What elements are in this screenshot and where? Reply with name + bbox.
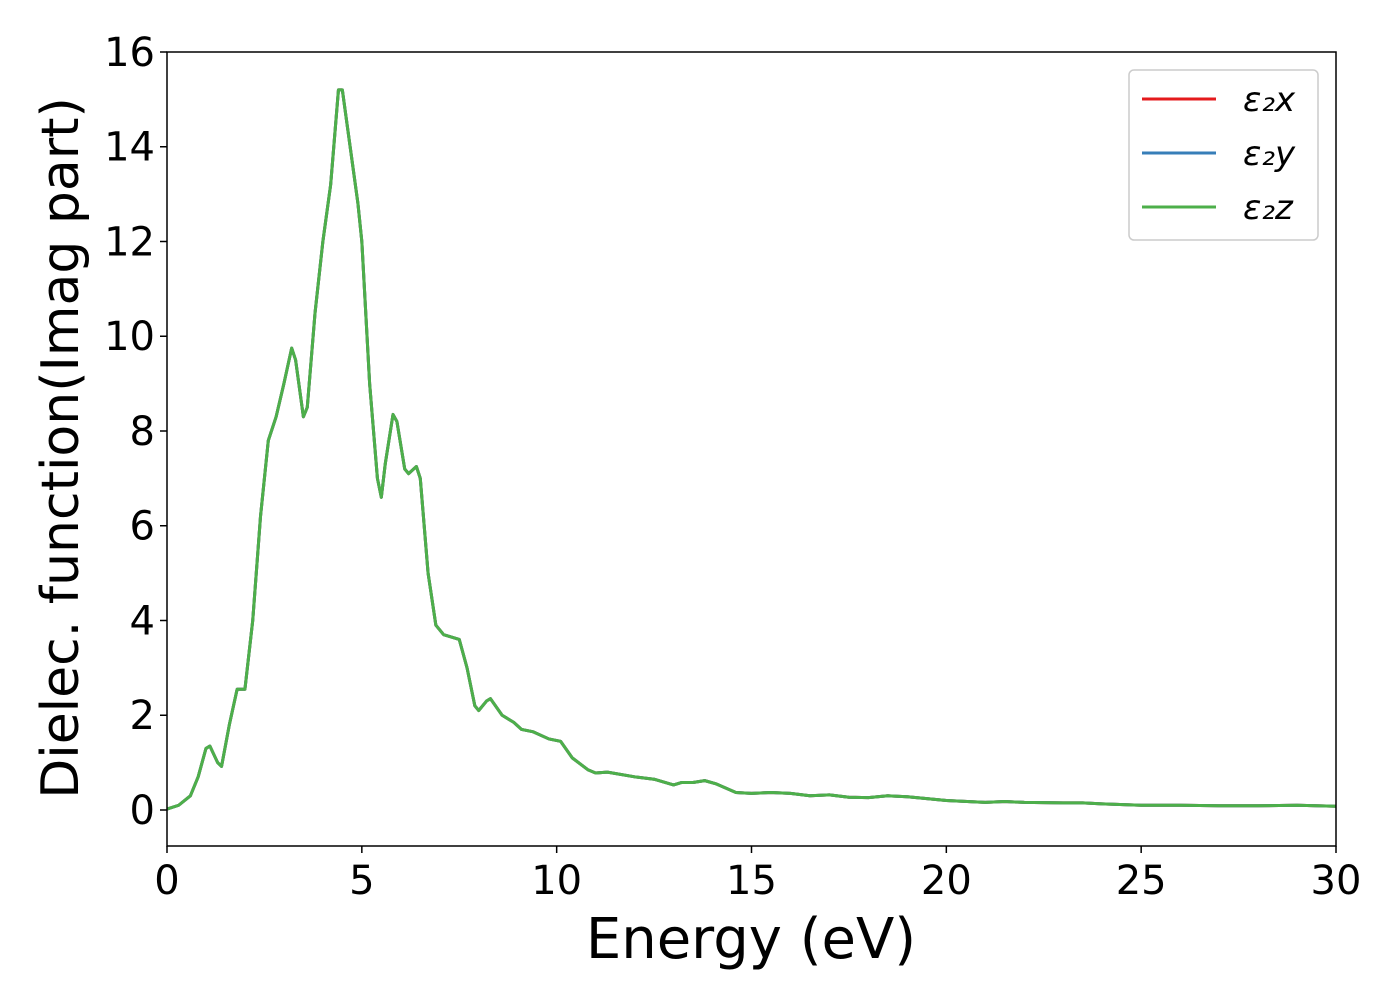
x-tick-label: 0	[154, 858, 179, 904]
legend: ε₂x ε₂y ε₂z	[1128, 69, 1319, 241]
y-tick-label: 4	[130, 598, 155, 644]
x-axis-label: Energy (eV)	[586, 907, 916, 972]
plot-frame	[166, 51, 1337, 847]
x-tick-label: 5	[349, 858, 374, 904]
y-tick-label: 12	[104, 219, 155, 265]
x-tick-label: 15	[726, 858, 777, 904]
y-tick-label: 8	[130, 409, 155, 455]
y-tick-label: 0	[130, 788, 155, 834]
x-tick-label: 10	[531, 858, 582, 904]
legend-box	[1128, 69, 1319, 241]
legend-label: ε₂x	[1243, 80, 1296, 120]
y-tick-label: 10	[104, 314, 155, 360]
legend-label: ε₂z	[1243, 188, 1294, 228]
y-tick-label: 16	[104, 30, 155, 76]
y-tick-label: 6	[130, 504, 155, 550]
legend-label: ε₂y	[1243, 134, 1296, 174]
y-tick-label: 14	[104, 125, 155, 171]
y-tick-label: 2	[130, 693, 155, 739]
x-tick-label: 25	[1116, 858, 1167, 904]
x-tick-label: 20	[921, 858, 972, 904]
y-axis-label: Dielec. function(Imag part)	[31, 97, 91, 799]
data-line	[166, 88, 1337, 811]
x-tick-label: 30	[1311, 858, 1362, 904]
